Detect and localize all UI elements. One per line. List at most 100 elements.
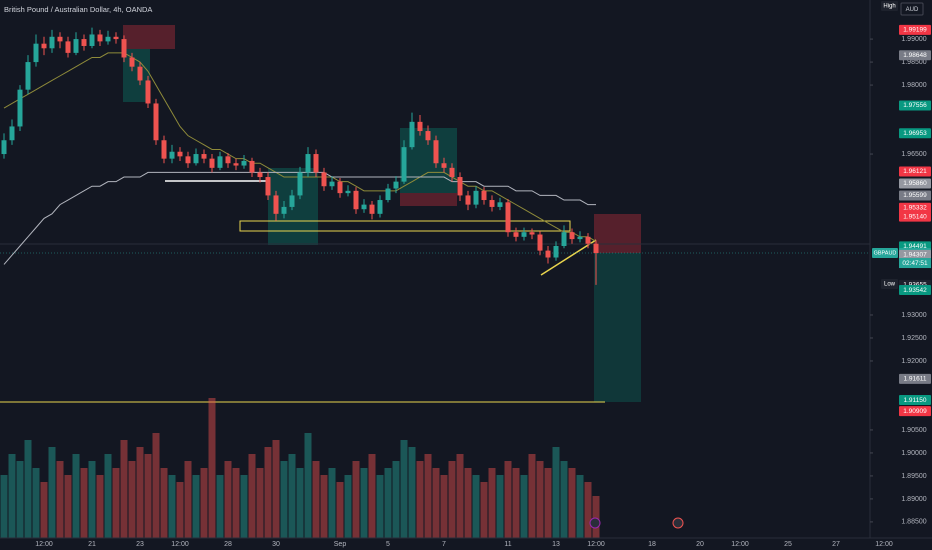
candle-body bbox=[329, 181, 335, 187]
price-badge bbox=[899, 50, 931, 61]
countdown-badge bbox=[899, 258, 931, 269]
y-tick-label: 1.93000 bbox=[901, 312, 926, 319]
volume-bar bbox=[288, 454, 296, 538]
candle-body bbox=[545, 250, 551, 258]
candle-body bbox=[249, 160, 255, 173]
volume-bar bbox=[448, 461, 456, 538]
candle-body bbox=[233, 163, 239, 166]
volume-bar bbox=[136, 447, 144, 538]
candle-body bbox=[473, 190, 479, 205]
price-badge-label: 1.96121 bbox=[903, 168, 927, 175]
volume-bar bbox=[112, 468, 120, 538]
price-badge bbox=[899, 373, 931, 384]
volume-bar bbox=[160, 468, 168, 538]
price-badge-label: 1.98648 bbox=[903, 52, 927, 59]
candle-body bbox=[433, 140, 439, 164]
y-tick-label: 1.92500 bbox=[901, 335, 926, 342]
x-tick-label: Sep bbox=[334, 541, 347, 548]
volume-bar bbox=[584, 482, 592, 538]
volume-bar bbox=[120, 440, 128, 538]
event-icon[interactable] bbox=[672, 517, 684, 529]
candle-body bbox=[465, 195, 471, 205]
candle-body bbox=[337, 181, 343, 194]
x-tick-label: 5 bbox=[386, 541, 390, 548]
price-badge bbox=[899, 202, 931, 213]
event-icon[interactable] bbox=[589, 517, 601, 529]
candle-body bbox=[513, 232, 519, 237]
candle-body bbox=[105, 36, 111, 42]
y-tick-label: 1.99000 bbox=[901, 36, 926, 43]
volume-bar bbox=[432, 468, 440, 538]
volume-bar bbox=[80, 468, 88, 538]
volume-bar bbox=[520, 475, 528, 538]
x-tick-label: 11 bbox=[504, 541, 511, 548]
x-tick-label: 13 bbox=[552, 541, 560, 548]
candle-body bbox=[257, 172, 263, 178]
candle-body bbox=[289, 195, 295, 207]
volume-bar bbox=[64, 475, 72, 538]
volume-bar bbox=[496, 475, 504, 538]
volume-bar bbox=[216, 475, 224, 538]
candle-body bbox=[9, 126, 15, 141]
volume-bar bbox=[328, 468, 336, 538]
volume-bar bbox=[304, 433, 312, 538]
candle-body bbox=[265, 177, 271, 196]
candle-body bbox=[297, 172, 303, 196]
x-tick-label: 27 bbox=[832, 541, 840, 548]
x-tick-label: 7 bbox=[442, 541, 446, 548]
candle-body bbox=[505, 202, 511, 233]
candle-body bbox=[417, 121, 423, 132]
volume-bar bbox=[280, 461, 288, 538]
volume-bar bbox=[472, 475, 480, 538]
candle-body bbox=[57, 36, 63, 42]
volume-bar bbox=[232, 468, 240, 538]
price-badge-label: 1.95599 bbox=[903, 192, 927, 199]
candle-body bbox=[441, 163, 447, 168]
symbol-tag bbox=[872, 248, 898, 258]
price-badge-label: 1.94307 bbox=[903, 252, 927, 259]
symbol-label: GBPAUD bbox=[874, 250, 897, 256]
candle-body bbox=[1, 140, 7, 155]
price-badge-label: 1.95332 bbox=[903, 204, 927, 211]
price-badge-label: 1.91611 bbox=[903, 376, 926, 383]
price-badge bbox=[899, 178, 931, 189]
volume-bar bbox=[192, 475, 200, 538]
currency-button[interactable] bbox=[900, 2, 924, 16]
currency-label[interactable]: AUD bbox=[906, 7, 919, 13]
price-badge bbox=[899, 406, 931, 417]
volume-bar bbox=[592, 496, 600, 538]
price-badge-label: 1.96953 bbox=[903, 130, 927, 137]
volume-bar bbox=[16, 461, 24, 538]
candle-body bbox=[241, 160, 247, 166]
candle-body bbox=[577, 236, 583, 240]
candle-body bbox=[345, 190, 351, 194]
volume-bar bbox=[488, 468, 496, 538]
candle-body bbox=[529, 232, 535, 235]
candle-body bbox=[89, 34, 95, 46]
candle-body bbox=[193, 154, 199, 164]
candle-body bbox=[449, 167, 455, 178]
candle-body bbox=[217, 156, 223, 168]
x-tick-label: 23 bbox=[136, 541, 144, 548]
y-tick-label: 1.88500 bbox=[901, 519, 926, 526]
x-tick-label: 20 bbox=[696, 541, 704, 548]
countdown: 02:47:51 bbox=[902, 260, 928, 267]
candle-body bbox=[585, 236, 591, 244]
candle-body bbox=[145, 80, 151, 104]
candle-body bbox=[593, 243, 599, 254]
price-badge-label: 1.99199 bbox=[903, 27, 927, 34]
candle-body bbox=[561, 232, 567, 247]
candle-body bbox=[385, 188, 391, 201]
volume-bar bbox=[456, 454, 464, 538]
volume-bar bbox=[40, 482, 48, 538]
price-badge-label: 1.95860 bbox=[903, 180, 927, 187]
price-badge bbox=[899, 211, 931, 222]
candle-body bbox=[177, 151, 183, 157]
candle-body bbox=[537, 234, 543, 251]
volume-bar bbox=[248, 454, 256, 538]
volume-bar bbox=[576, 475, 584, 538]
volume-bar bbox=[144, 454, 152, 538]
volume-bar bbox=[552, 447, 560, 538]
candle-body bbox=[81, 39, 87, 46]
